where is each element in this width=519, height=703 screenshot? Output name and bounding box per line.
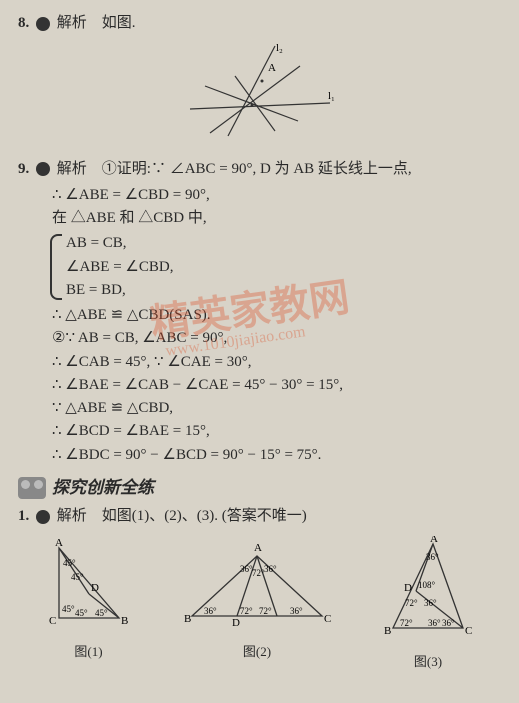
cap2: 图(2) [182,642,332,662]
svg-text:72°: 72° [259,606,272,616]
svg-text:B: B [121,615,128,627]
svg-text:C: C [465,625,472,637]
svg-text:C: C [49,615,56,627]
svg-text:B: B [384,625,391,637]
svg-text:72°: 72° [405,598,418,608]
q8-num: 8. [18,15,29,31]
q1-label: 解析 [57,508,87,524]
svg-text:36°: 36° [426,552,439,562]
svg-text:36°: 36° [442,618,455,628]
svg-text:D: D [404,582,412,594]
svg-text:36°: 36° [428,618,441,628]
q9-l0: ∴ ∠ABE = ∠CBD = 90°, [18,184,501,207]
cap3: 图(3) [378,652,478,672]
dot-icon [36,17,50,31]
svg-text:45°: 45° [62,604,75,614]
a2: ∴ ∠CAB = 45°, ∵ ∠CAE = 30°, [18,351,501,374]
svg-text:36°: 36° [290,606,303,616]
svg-text:A: A [254,542,262,554]
fig2: A B C D 36° 72° 36° 36° 72° 72° 36° 图(2) [182,536,332,671]
a6: ∴ ∠BDC = 90° − ∠BCD = 90° − 15° = 75°. [18,444,501,467]
fig1: A C B D 45° 45° 45° 45° 45° 图(1) [41,536,136,671]
svg-text:A: A [55,537,63,549]
svg-text:l₁: l₁ [328,90,335,102]
svg-text:45°: 45° [71,572,84,582]
fig3: A B C D 36° 108° 72° 36° 72° 36° 36° 图(3… [378,536,478,671]
svg-text:B: B [184,613,191,625]
q1-tail: 如图(1)、(2)、(3). (答案不唯一) [102,508,307,524]
svg-text:72°: 72° [240,606,253,616]
section-header: 探究创新全练 [18,475,501,501]
q8-label: 解析 [57,15,87,31]
dot-icon [36,510,50,524]
q1-num: 1. [18,508,29,524]
svg-text:45°: 45° [95,608,108,618]
section-title: 探究创新全练 [52,475,154,501]
br2: BE = BD, [66,279,501,302]
br1: ∠ABE = ∠CBD, [66,256,501,279]
svg-text:C: C [324,613,331,625]
svg-text:108°: 108° [418,580,436,590]
svg-text:D: D [232,617,240,629]
dot-icon [36,162,50,176]
brace-group: AB = CB, ∠ABE = ∠CBD, BE = BD, [18,232,501,302]
q9-l1: 在 △ABE 和 △CBD 中, [18,207,501,230]
svg-text:36°: 36° [424,598,437,608]
a1: ②∵ AB = CB, ∠ABC = 90°, [18,327,501,350]
svg-text:36°: 36° [264,564,277,574]
svg-text:45°: 45° [63,558,76,568]
svg-text:A: A [430,536,438,545]
figures-row: A C B D 45° 45° 45° 45° 45° 图(1) A B C D… [18,536,501,671]
svg-text:l₂: l₂ [276,42,283,54]
svg-text:45°: 45° [75,608,88,618]
q9-label: 解析 [57,161,87,177]
svg-text:A: A [268,62,276,74]
a4: ∵ △ABE ≌ △CBD, [18,397,501,420]
figure-8: l₁ l₂ A [18,41,501,149]
br0: AB = CB, [66,232,501,255]
svg-text:D: D [91,582,99,594]
a0: ∴ △ABE ≌ △CBD(SAS). [18,304,501,327]
q9-lead: ①证明:∵ ∠ABC = 90°, D 为 AB 延长线上一点, [102,161,412,177]
cap1: 图(1) [41,642,136,662]
people-icon [18,477,46,499]
svg-text:36°: 36° [204,606,217,616]
svg-text:72°: 72° [400,618,413,628]
q8-tail: 如图. [102,15,136,31]
a5: ∴ ∠BCD = ∠BAE = 15°, [18,420,501,443]
q9-num: 9. [18,161,29,177]
a3: ∴ ∠BAE = ∠CAB − ∠CAE = 45° − 30° = 15°, [18,374,501,397]
